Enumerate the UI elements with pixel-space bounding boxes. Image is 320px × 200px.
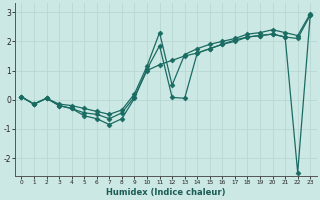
X-axis label: Humidex (Indice chaleur): Humidex (Indice chaleur) bbox=[106, 188, 226, 197]
